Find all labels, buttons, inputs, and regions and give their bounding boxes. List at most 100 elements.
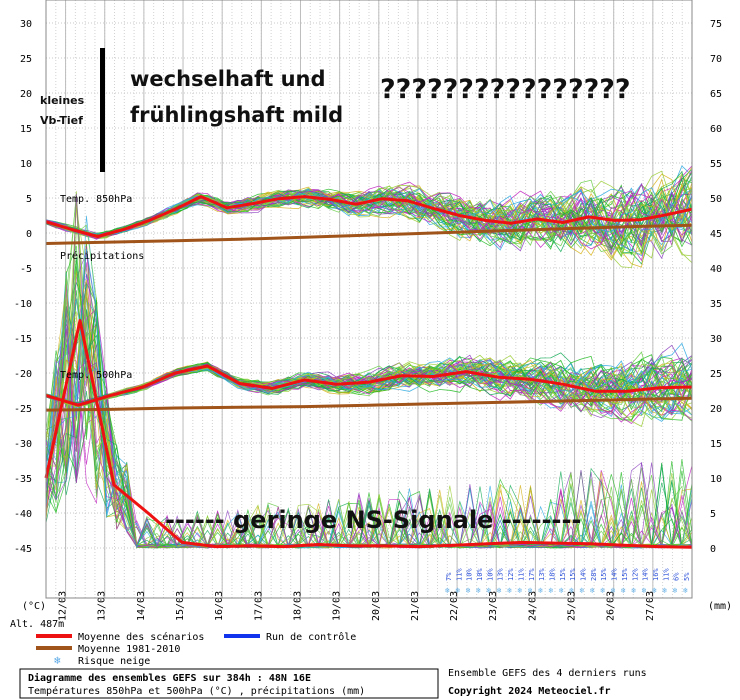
x-tick-label: 21/03	[410, 591, 421, 621]
right-tick-label: 45	[710, 229, 722, 240]
altitude-label: Alt. 487m	[10, 619, 64, 630]
snow-risk-row: 7%❄11%❄10%❄10%❄10%❄13%❄12%❄11%❄17%❄13%❄1…	[445, 568, 691, 595]
left-tick-label: -35	[14, 474, 32, 485]
x-tick-label: 12/03	[58, 591, 69, 621]
right-tick-label: 15	[710, 439, 722, 450]
snowflake-icon: ❄	[445, 586, 450, 595]
annotation-kleines: kleines	[40, 94, 85, 107]
left-tick-label: -30	[14, 439, 32, 450]
scenario-mean-lines	[44, 195, 693, 549]
snow-risk-label: 10%	[476, 568, 484, 581]
axes: 302520151050-5-10-15-20-25-30-35-40-4575…	[14, 0, 722, 621]
snow-risk-label: 11%	[517, 568, 525, 581]
snowflake-icon: ❄	[642, 586, 647, 595]
snow-risk-label: 18%	[548, 568, 556, 581]
legend-climate-swatch	[36, 646, 72, 650]
snow-risk-label: 14%	[611, 568, 619, 581]
right-tick-label: 75	[710, 19, 722, 30]
x-tick-label: 19/03	[332, 591, 343, 621]
right-tick-label: 20	[710, 404, 722, 415]
left-tick-label: -5	[20, 264, 32, 275]
snowflake-icon: ❄	[538, 586, 543, 595]
legend: Moyenne des scénarios Moyenne 1981-2010 …	[36, 631, 356, 667]
left-tick-label: 25	[20, 54, 32, 65]
climate-line-t500	[45, 396, 693, 412]
legend-mean-label: Moyenne des scénarios	[78, 631, 204, 643]
footer-runs: Ensemble GEFS des 4 derniers runs	[448, 668, 647, 679]
legend-mean-swatch	[36, 634, 72, 638]
snow-risk-label: 12%	[507, 568, 515, 581]
right-tick-label: 65	[710, 89, 722, 100]
left-tick-label: -10	[14, 299, 32, 310]
snowflake-icon: ❄	[600, 586, 605, 595]
legend-climate-label: Moyenne 1981-2010	[78, 644, 180, 655]
right-tick-label: 0	[710, 544, 716, 555]
snowflake-icon: ❄	[507, 586, 512, 595]
x-tick-label: 14/03	[136, 591, 147, 621]
snowflake-icon: ❄	[611, 586, 616, 595]
snowflake-icon: ❄	[54, 654, 61, 667]
x-tick-label: 20/03	[371, 591, 382, 621]
left-tick-label: 10	[20, 159, 32, 170]
annotation-vb-tief: Vb-Tief	[40, 114, 83, 127]
snow-risk-label: 10%	[466, 568, 474, 581]
left-tick-label: -45	[14, 544, 32, 555]
x-tick-label: 18/03	[292, 591, 303, 621]
snow-risk-label: 10%	[486, 568, 494, 581]
snowflake-icon: ❄	[559, 586, 564, 595]
snow-risk-label: 14%	[642, 568, 650, 581]
snowflake-icon: ❄	[455, 586, 460, 595]
snow-risk-label: 15%	[559, 568, 567, 581]
right-tick-label: 50	[710, 194, 722, 205]
right-axis-unit: (mm)	[708, 601, 732, 612]
snowflake-icon: ❄	[466, 586, 471, 595]
climate-mean-lines	[45, 223, 693, 412]
climate-line-t850	[45, 223, 693, 245]
annotation-ns-signal: ------ geringe NS-Signale --------	[165, 506, 581, 534]
snow-risk-label: 11%	[455, 568, 463, 581]
x-tick-label: 25/03	[567, 591, 578, 621]
snow-risk-label: 28%	[590, 568, 598, 581]
snow-risk-label: 5%	[683, 572, 691, 581]
footer-title: Diagramme des ensembles GEFS sur 384h : …	[28, 672, 311, 684]
snowflake-icon: ❄	[517, 586, 522, 595]
snow-risk-label: 12%	[631, 568, 639, 581]
snow-risk-label: 15%	[621, 568, 629, 581]
snowflake-icon: ❄	[569, 586, 574, 595]
footer-box	[19, 668, 439, 699]
annotation-questions: ????????????????	[380, 74, 631, 105]
left-tick-label: 20	[20, 89, 32, 100]
snowflake-icon: ❄	[652, 586, 657, 595]
x-tick-label: 24/03	[527, 591, 538, 621]
x-tick-label: 13/03	[97, 591, 108, 621]
precip-label: Précipitations	[60, 250, 144, 262]
left-tick-label: 0	[26, 229, 32, 240]
left-axis-unit: (°C)	[22, 601, 46, 612]
snowflake-icon: ❄	[486, 586, 491, 595]
mean-line-t500	[45, 364, 693, 407]
snow-risk-label: 15%	[600, 568, 608, 581]
footer-copyright: Copyright 2024 Meteociel.fr	[448, 685, 611, 697]
t500-label: Temp. 500hPa	[60, 370, 132, 381]
t850-label: Temp. 850hPa	[60, 194, 132, 205]
right-tick-label: 5	[710, 509, 716, 520]
snowflake-icon: ❄	[580, 586, 585, 595]
x-tick-label: 22/03	[449, 591, 460, 621]
snow-risk-label: 16%	[652, 568, 660, 581]
snowflake-icon: ❄	[497, 586, 502, 595]
snow-risk-label: 15%	[569, 568, 577, 581]
left-tick-label: -25	[14, 404, 32, 415]
snow-risk-label: 13%	[538, 568, 546, 581]
left-tick-label: -15	[14, 334, 32, 345]
snowflake-icon: ❄	[476, 586, 481, 595]
x-tick-label: 15/03	[175, 591, 186, 621]
right-tick-label: 70	[710, 54, 722, 65]
right-tick-label: 30	[710, 334, 722, 345]
left-tick-label: -20	[14, 369, 32, 380]
footer-subtitle: Températures 850hPa et 500hPa (°C) , pré…	[28, 685, 365, 697]
legend-control-swatch	[224, 634, 260, 638]
snow-risk-label: 6%	[673, 572, 681, 581]
t500-member-line	[45, 364, 693, 403]
snow-risk-label: 17%	[528, 568, 536, 581]
